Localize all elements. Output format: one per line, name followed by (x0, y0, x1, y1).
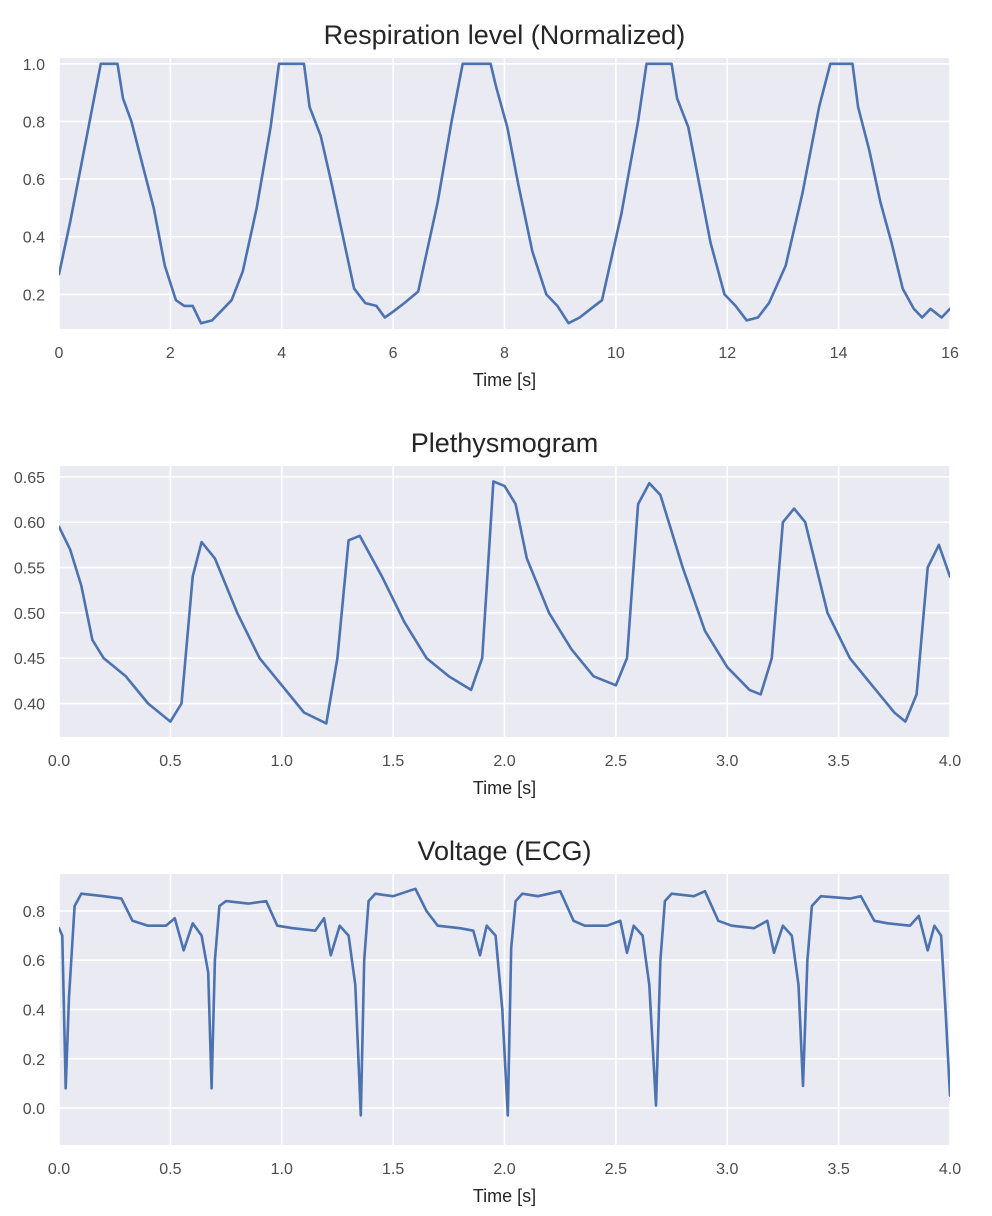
plethysmogram-series-line (59, 480, 950, 725)
respiration-x-tick-label: 10 (607, 345, 625, 362)
respiration-x-axis-label: Time [s] (473, 370, 536, 390)
respiration-chart: 0 2 4 6 8 10 12 14 16 0.2 0.4 0.6 0.8 1.0 Respiration … (23, 20, 959, 390)
plethysmogram-x-tick-label: 4.0 (939, 753, 961, 770)
respiration-series-line (59, 62, 950, 325)
respiration-x-tick-label: 0 (55, 345, 64, 362)
ecg-y-tick-label: 0.2 (23, 1052, 45, 1069)
ecg-x-tick-label: 3.0 (716, 1161, 738, 1178)
plethysmogram-x-tick-label: 2.5 (605, 753, 627, 770)
plethysmogram-x-tick-label: 0.5 (159, 753, 181, 770)
plethysmogram-y-tick-label: 0.45 (14, 651, 45, 668)
ecg-x-tick-label: 1.0 (271, 1161, 293, 1178)
plethysmogram-x-tick-label: 3.5 (828, 753, 850, 770)
plethysmogram-chart: 0.0 0.5 1.0 1.5 2.0 2.5 3.0 3.5 4.0 0.40 0.45 0.50 0… (14, 428, 961, 798)
respiration-y-tick-label: 0.6 (23, 172, 45, 189)
respiration-x-tick-label: 4 (277, 345, 286, 362)
plethysmogram-y-tick-label: 0.40 (14, 696, 45, 713)
respiration-y-tick-label: 0.8 (23, 114, 45, 131)
respiration-x-tick-label: 8 (500, 345, 509, 362)
plethysmogram-x-tick-label: 0.0 (48, 753, 70, 770)
respiration-x-tick-label: 6 (389, 345, 398, 362)
ecg-series-line (59, 887, 950, 1117)
plethysmogram-x-tick-label: 3.0 (716, 753, 738, 770)
ecg-x-axis-label: Time [s] (473, 1186, 536, 1206)
respiration-y-tick-label: 1.0 (23, 57, 45, 74)
plethysmogram-y-tick-label: 0.65 (14, 470, 45, 487)
respiration-y-tick-label: 0.4 (23, 230, 45, 247)
respiration-y-tick-label: 0.2 (23, 287, 45, 304)
ecg-x-tick-label: 0.0 (48, 1161, 70, 1178)
plethysmogram-x-tick-label: 1.5 (382, 753, 404, 770)
ecg-y-tick-label: 0.4 (23, 1003, 45, 1020)
plethysmogram-x-tick-label: 1.0 (271, 753, 293, 770)
plethysmogram-y-tick-label: 0.60 (14, 515, 45, 532)
ecg-x-tick-label: 0.5 (159, 1161, 181, 1178)
respiration-x-tick-label: 12 (718, 345, 736, 362)
ecg-y-tick-label: 0.8 (23, 904, 45, 921)
respiration-title: Respiration level (Normalized) (324, 20, 686, 50)
respiration-x-tick-label: 2 (166, 345, 175, 362)
ecg-title: Voltage (ECG) (417, 836, 591, 866)
ecg-chart: 0.0 0.5 1.0 1.5 2.0 2.5 3.0 3.5 4.0 0.0 0.2 0.4 0.6 0… (23, 836, 961, 1206)
ecg-x-tick-label: 1.5 (382, 1161, 404, 1178)
plethysmogram-x-axis-label: Time [s] (473, 778, 536, 798)
ecg-x-tick-label: 4.0 (939, 1161, 961, 1178)
ecg-y-tick-label: 0.0 (23, 1101, 45, 1118)
plethysmogram-y-tick-label: 0.55 (14, 561, 45, 578)
ecg-x-tick-label: 2.5 (605, 1161, 627, 1178)
plethysmogram-title: Plethysmogram (411, 428, 599, 458)
charts-container: 0 2 4 6 8 10 12 14 16 0.2 0.4 0.6 0.8 1.0 Respiration … (14, 20, 961, 1206)
ecg-x-tick-label: 3.5 (828, 1161, 850, 1178)
plethysmogram-y-tick-label: 0.50 (14, 606, 45, 623)
respiration-x-tick-label: 14 (830, 345, 848, 362)
plethysmogram-x-tick-label: 2.0 (493, 753, 515, 770)
ecg-x-tick-label: 2.0 (493, 1161, 515, 1178)
ecg-y-tick-label: 0.6 (23, 953, 45, 970)
respiration-x-tick-label: 16 (941, 345, 959, 362)
